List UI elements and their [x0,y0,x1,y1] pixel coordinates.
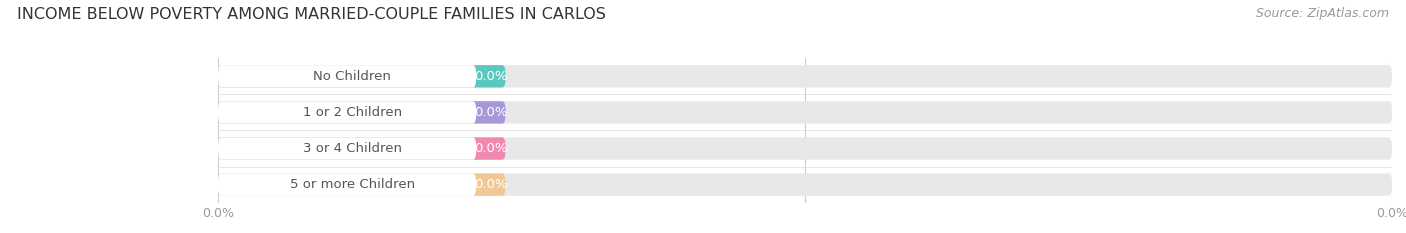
Text: 0.0%: 0.0% [474,106,508,119]
FancyBboxPatch shape [218,137,506,160]
FancyBboxPatch shape [218,173,506,196]
Text: Source: ZipAtlas.com: Source: ZipAtlas.com [1256,7,1389,20]
FancyBboxPatch shape [218,173,477,196]
Text: No Children: No Children [314,70,391,83]
FancyBboxPatch shape [218,65,506,88]
Text: 0.0%: 0.0% [474,142,508,155]
FancyBboxPatch shape [218,65,1392,88]
FancyBboxPatch shape [218,137,1392,160]
Text: 5 or more Children: 5 or more Children [290,178,415,191]
FancyBboxPatch shape [218,101,477,124]
Text: INCOME BELOW POVERTY AMONG MARRIED-COUPLE FAMILIES IN CARLOS: INCOME BELOW POVERTY AMONG MARRIED-COUPL… [17,7,606,22]
Text: 0.0%: 0.0% [474,70,508,83]
FancyBboxPatch shape [218,137,477,160]
FancyBboxPatch shape [218,173,1392,196]
FancyBboxPatch shape [218,101,1392,124]
Text: 0.0%: 0.0% [474,178,508,191]
Text: 1 or 2 Children: 1 or 2 Children [302,106,402,119]
FancyBboxPatch shape [218,65,477,88]
Text: 3 or 4 Children: 3 or 4 Children [302,142,402,155]
FancyBboxPatch shape [218,101,506,124]
